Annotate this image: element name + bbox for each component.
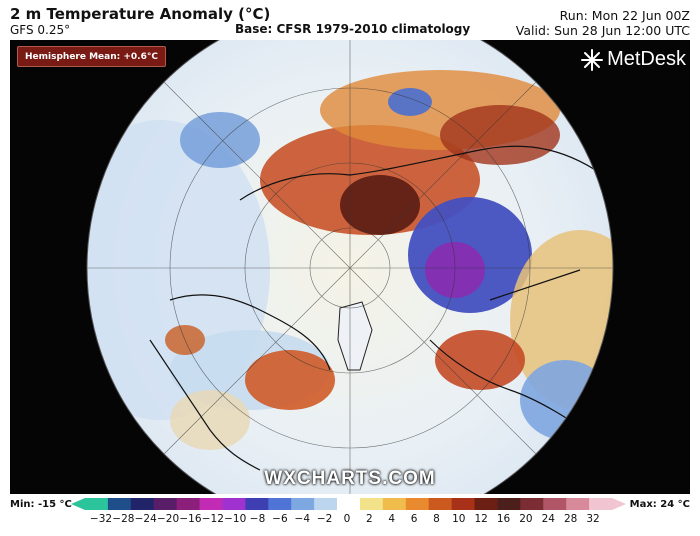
legend-tick-label: −2 xyxy=(316,513,333,525)
legend-swatch xyxy=(130,498,155,510)
legend-tick-label: 4 xyxy=(388,513,396,525)
legend-swatch xyxy=(589,498,613,510)
max-label: Max: 24 °C xyxy=(629,499,690,510)
legend-tick-label: −16 xyxy=(179,513,202,525)
greenland xyxy=(337,301,373,371)
legend-color-bar xyxy=(71,498,626,510)
legend-tick-label: −28 xyxy=(112,513,135,525)
valid-time-label: Valid: Sun 28 Jun 12:00 UTC xyxy=(515,23,690,38)
hemisphere-mean-badge: Hemisphere Mean: +0.6°C xyxy=(17,46,166,67)
min-label: Min: -15 °C xyxy=(10,499,72,510)
legend-tick-label: 16 xyxy=(496,513,511,525)
legend-tick-label: −6 xyxy=(272,513,288,525)
legend-tick-label: 6 xyxy=(410,513,418,525)
legend-swatch xyxy=(153,498,178,510)
legend-tick-label: 10 xyxy=(452,513,466,525)
legend-swatch xyxy=(268,498,292,510)
map-panel[interactable] xyxy=(10,40,690,494)
legend-tick-label: −24 xyxy=(134,513,157,525)
siberia-hot-core xyxy=(340,175,420,235)
legend-swatch xyxy=(359,498,384,510)
legend-swatch xyxy=(176,498,201,510)
legend-swatch xyxy=(222,498,246,510)
bering-cool-region xyxy=(180,112,260,168)
legend-tick-label: −32 xyxy=(89,513,113,525)
legend-tick-label: 20 xyxy=(519,513,533,525)
run-time-label: Run: Mon 22 Jun 00Z xyxy=(559,8,690,23)
base-climatology-label: Base: CFSR 1979-2010 climatology xyxy=(235,22,471,36)
legend-swatch xyxy=(451,498,476,510)
legend-tick-label: −8 xyxy=(249,513,266,525)
legend-tick-label: −20 xyxy=(156,513,180,525)
legend-tick-label: −10 xyxy=(224,513,247,525)
legend-tick-label: 12 xyxy=(474,513,488,525)
legend-swatch xyxy=(291,498,315,510)
coastlines xyxy=(149,145,611,471)
wxcharts-watermark: WXCHARTS.COM xyxy=(264,468,436,489)
legend-swatch xyxy=(199,498,223,510)
legend-tick-label: 0 xyxy=(343,513,351,525)
metdesk-logo: MetDesk xyxy=(581,48,686,71)
legend-swatch xyxy=(107,498,132,510)
metdesk-star-icon xyxy=(581,48,604,71)
legend-tick-label: −12 xyxy=(201,513,224,525)
legend-swatch xyxy=(85,498,109,510)
legend-swatch xyxy=(566,498,590,510)
legend-swatch xyxy=(405,498,430,510)
legend-tick-label: 8 xyxy=(433,513,440,525)
legend-max-arrow xyxy=(612,498,626,510)
globe-edge xyxy=(86,40,614,494)
brand-name: MetDesk xyxy=(607,48,686,70)
model-label: GFS 0.25° xyxy=(10,23,71,37)
color-legend: Min: -15 °C Max: 24 °C −32 −28 −24 −20 −16 −1… xyxy=(0,495,700,536)
legend-swatch xyxy=(337,498,361,510)
header: 2 m Temperature Anomaly (°C) GFS 0.25° B… xyxy=(0,0,700,38)
canada-warm-region xyxy=(245,350,335,410)
legend-swatch xyxy=(382,498,407,510)
graticule xyxy=(87,40,613,494)
legend-swatch xyxy=(520,498,544,510)
legend-min-arrow xyxy=(71,498,85,510)
legend-tick-label: 32 xyxy=(586,513,600,525)
legend-swatch xyxy=(314,498,338,510)
legend-swatch xyxy=(245,498,269,510)
legend-tick-label: 24 xyxy=(541,513,555,525)
anomaly-map xyxy=(10,40,690,494)
legend-swatch xyxy=(543,498,567,510)
legend-ticks: −32 −28 −24 −20 −16 −12 −10 −8 −6 −4 −2 0 2 4 6 8 10 12 16… xyxy=(0,513,700,529)
legend-tick-label: −4 xyxy=(294,513,311,525)
legend-tick-label: 28 xyxy=(563,513,578,525)
legend-swatch xyxy=(474,498,498,510)
scandinavia-warm xyxy=(435,330,525,390)
chart-title: 2 m Temperature Anomaly (°C) xyxy=(10,5,271,23)
legend-swatch xyxy=(497,498,521,510)
legend-tick-label: 2 xyxy=(366,513,373,525)
legend-swatch xyxy=(428,498,453,510)
